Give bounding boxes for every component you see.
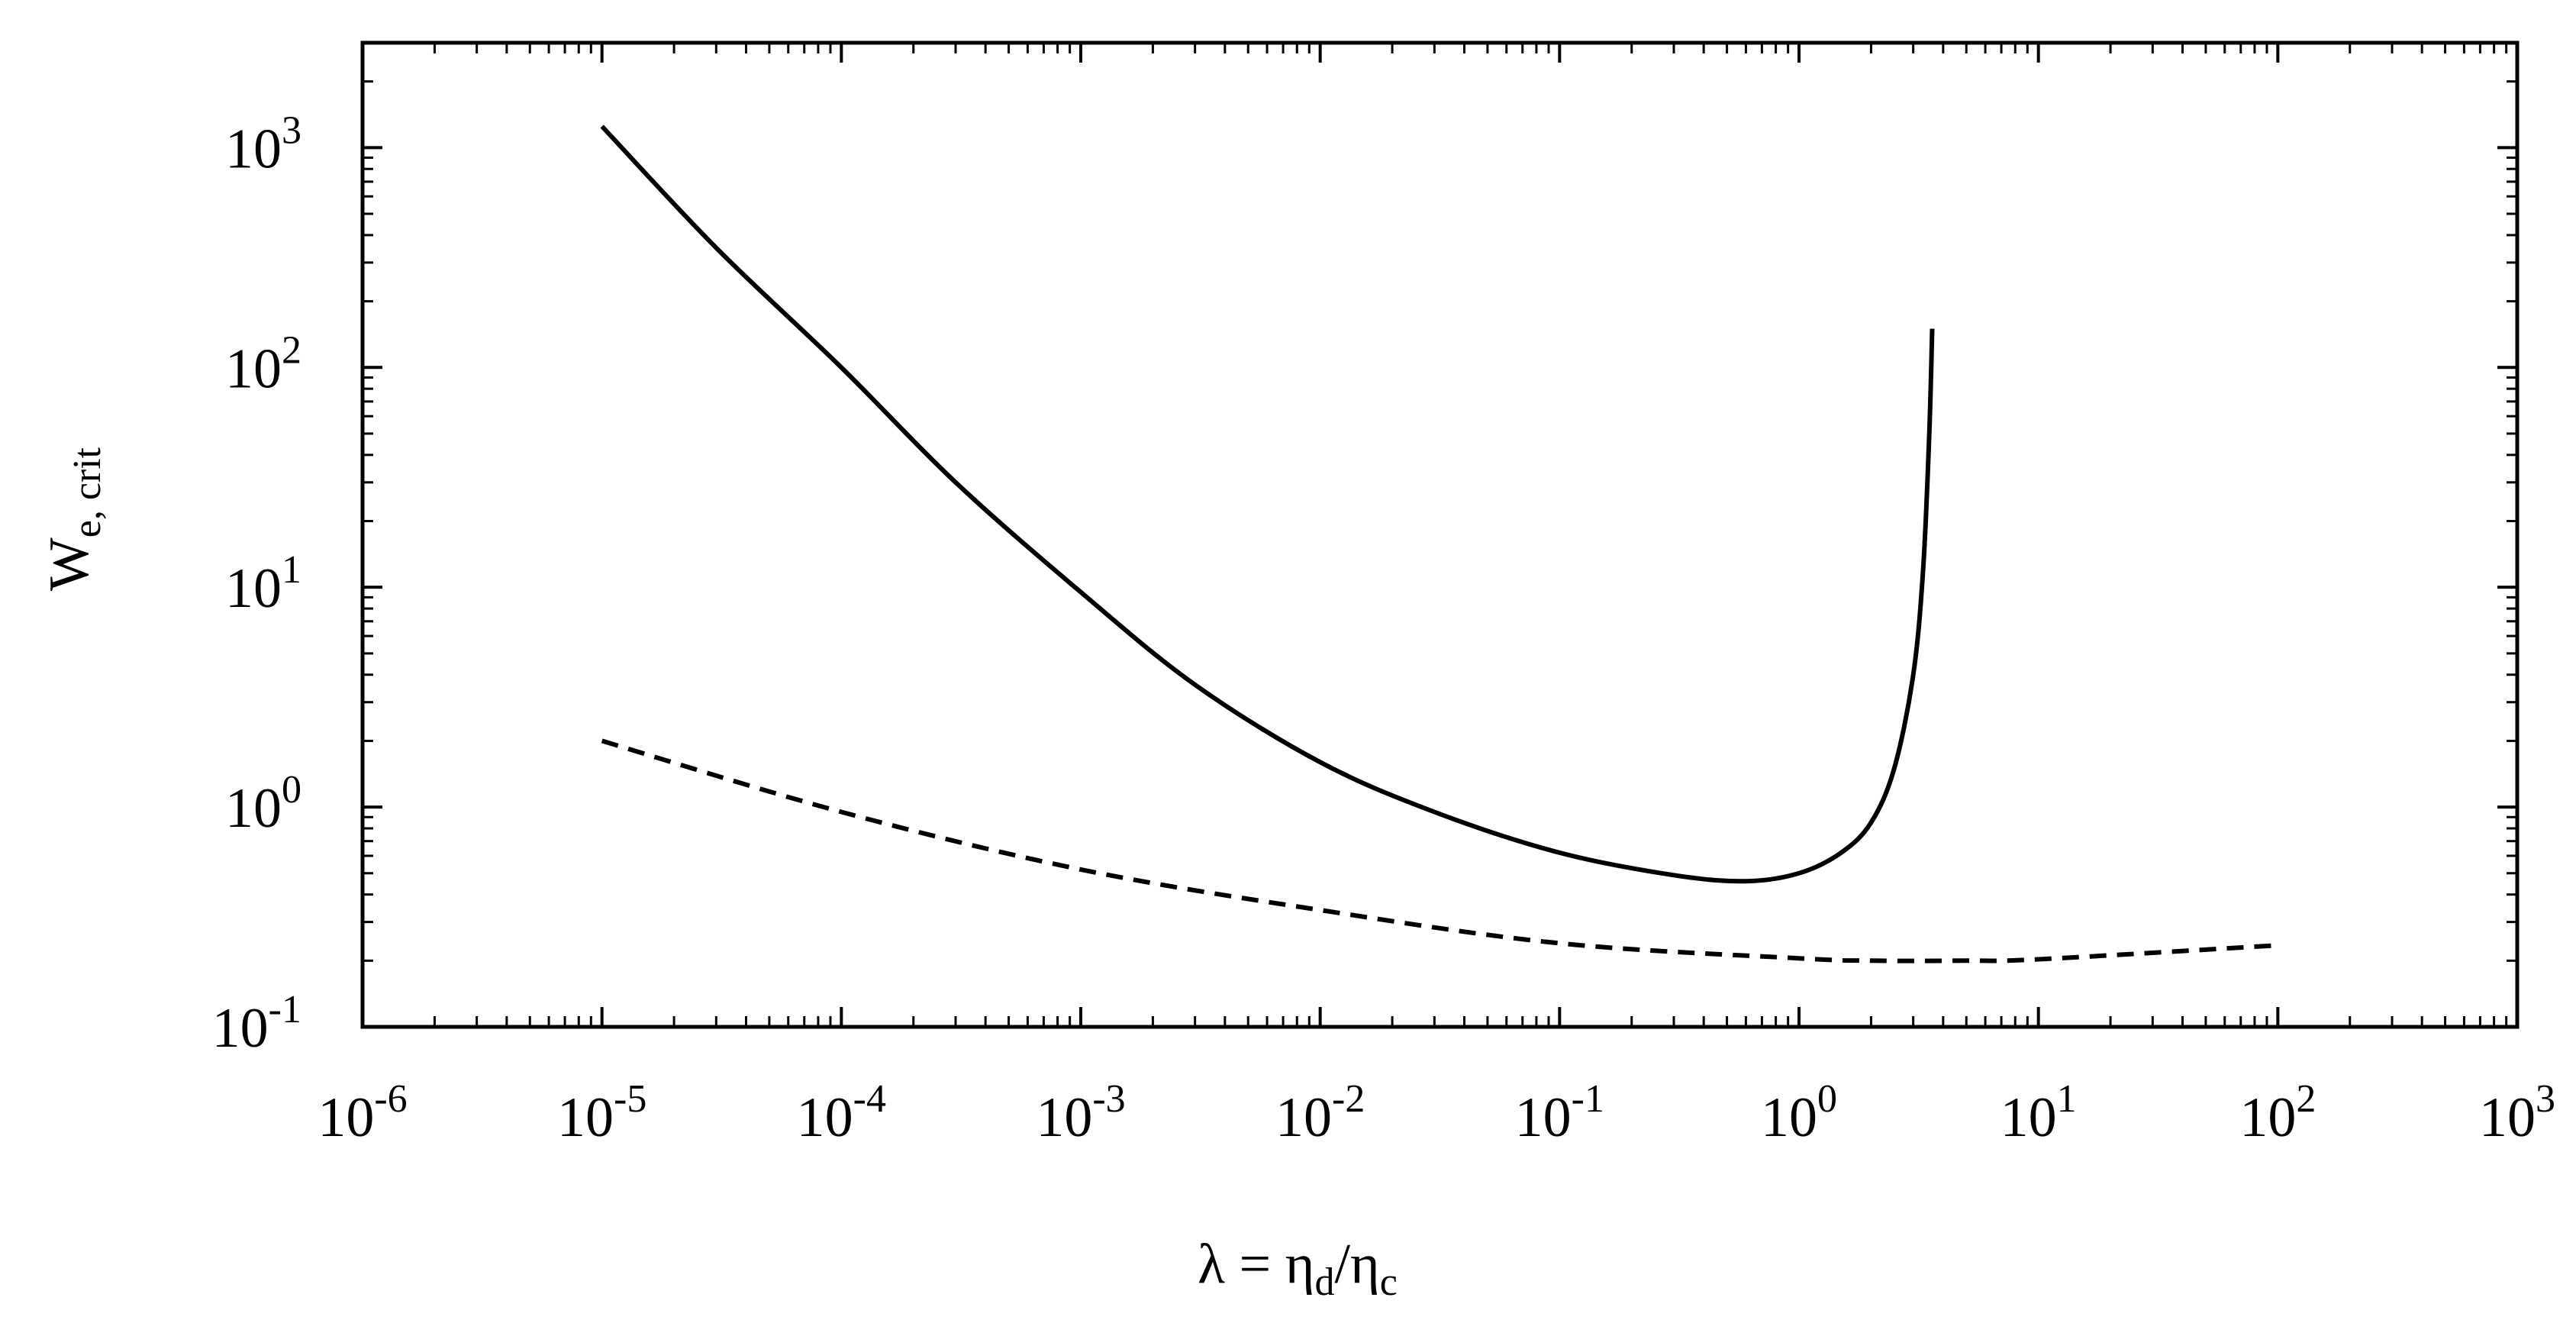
x-tick-label: 101 [2001,1077,2077,1149]
x-tick-label: 10-2 [1275,1077,1365,1149]
x-tick-label: 10-4 [797,1077,886,1149]
x-tick-labels: 10-6 10-5 10-4 10-3 10-2 10-1 100 101 102 103 [318,1077,2555,1149]
y-tick-label: 100 [225,768,301,840]
x-tick-label: 102 [2239,1077,2316,1149]
y-tick-label: 102 [225,328,301,400]
x-tick-label: 10-1 [1515,1077,1604,1149]
x-axis-label: λ = ηd/ηc [1198,1233,1398,1304]
series-line-dashed [601,738,2278,963]
x-tick-label: 10-6 [318,1077,407,1149]
minor-ticks [363,41,2517,1027]
plot-area [360,40,2520,1029]
x-tick-label: 10-5 [557,1077,646,1149]
series-line-solid [600,124,1935,884]
y-tick-label: 103 [225,108,301,180]
y-tick-labels: 10-1 100 101 102 103 [212,108,301,1060]
x-tick-label: 103 [2479,1077,2555,1149]
x-tick-label: 100 [1761,1077,1837,1149]
y-axis-label: We, crit [38,447,109,591]
major-ticks [361,43,2519,1028]
y-tick-label: 10-1 [212,988,301,1060]
x-tick-label: 10-3 [1036,1077,1125,1149]
series-lines [600,124,2278,963]
y-tick-label: 101 [225,548,301,620]
